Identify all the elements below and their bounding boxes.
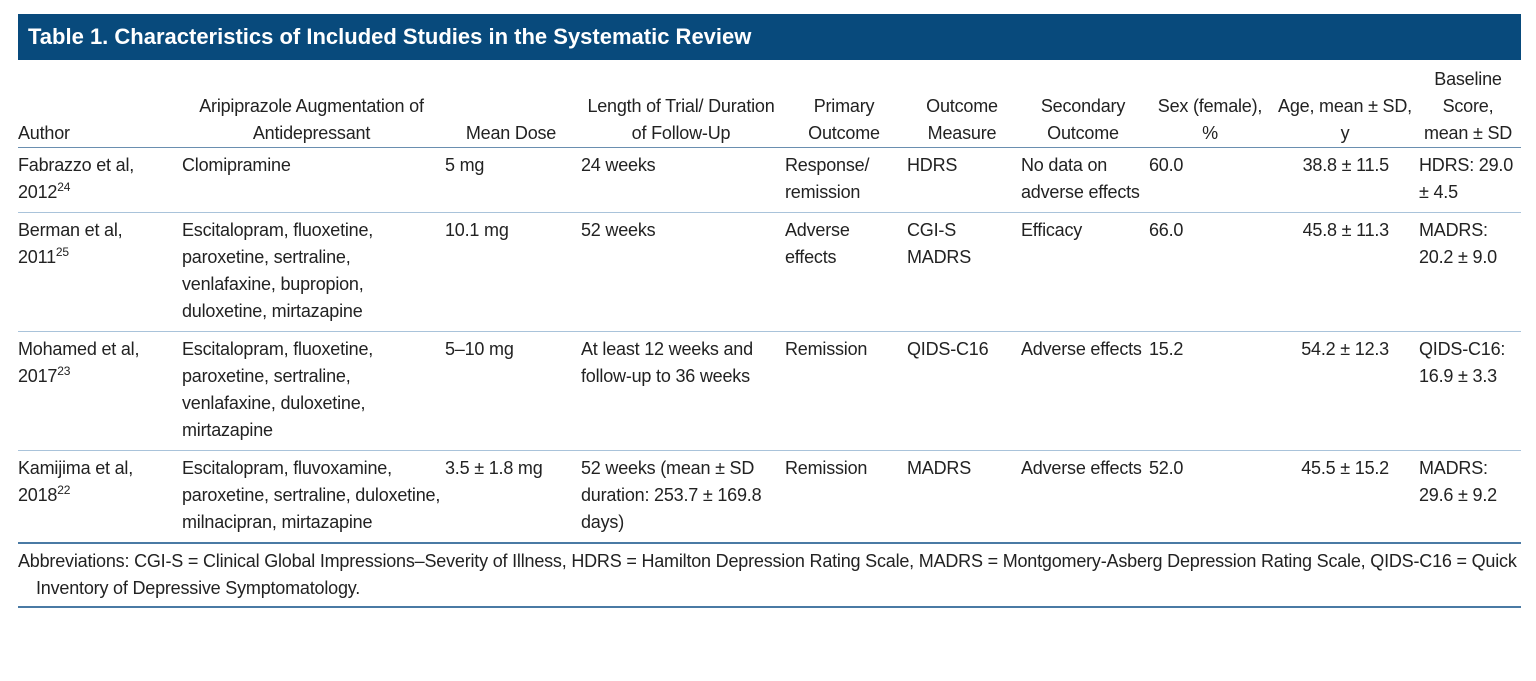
table-title: Table 1. Characteristics of Included Stu… — [18, 14, 1521, 60]
table-cell: 60.0 — [1149, 147, 1275, 213]
table-cell: Adverse effects — [785, 212, 907, 332]
table-cell: 45.5 ± 15.2 — [1275, 450, 1419, 544]
column-header: Mean Dose — [445, 60, 581, 148]
table-cell: 24 weeks — [581, 147, 785, 213]
table-cell: Escitalopram, fluoxetine, paroxetine, se… — [182, 212, 445, 332]
author-cell: Berman et al, 201125 — [18, 212, 182, 332]
author-cell: Fabrazzo et al, 201224 — [18, 147, 182, 213]
table-figure: Table 1. Characteristics of Included Stu… — [18, 14, 1521, 608]
table-cell: Remission — [785, 331, 907, 451]
table-row: Berman et al, 201125 Escitalopram, fluoxe… — [18, 212, 1521, 332]
table-cell: Escitalopram, fluvoxamine, paroxetine, s… — [182, 450, 445, 544]
reference-number: 25 — [55, 245, 69, 259]
table-row: Kamijima et al, 201822 Escitalopram, fluv… — [18, 450, 1521, 544]
table-cell: QIDS-C16: 16.9 ± 3.3 — [1419, 331, 1521, 451]
author-name: Fabrazzo et al, 2012 — [18, 155, 135, 202]
table-row: Mohamed et al, 201723 Escitalopram, fluox… — [18, 331, 1521, 451]
table-cell: 66.0 — [1149, 212, 1275, 332]
table-cell: Adverse effects — [1021, 331, 1149, 451]
table-cell: 54.2 ± 12.3 — [1275, 331, 1419, 451]
author-cell: Kamijima et al, 201822 — [18, 450, 182, 544]
header-row: Author Aripiprazole Augmentation of Antid… — [18, 60, 1521, 148]
table-cell: MADRS: 29.6 ± 9.2 — [1419, 450, 1521, 544]
table-row: Fabrazzo et al, 201224 Clomipramine 5 mg 24… — [18, 147, 1521, 213]
table-cell: HDRS: 29.0 ± 4.5 — [1419, 147, 1521, 213]
table-cell: Remission — [785, 450, 907, 544]
column-header: Age, mean ± SD, y — [1275, 60, 1419, 148]
table-cell: 3.5 ± 1.8 mg — [445, 450, 581, 544]
table: Author Aripiprazole Augmentation of Antid… — [18, 60, 1521, 544]
table-cell: HDRS — [907, 147, 1021, 213]
column-header: Length of Trial/ Duration of Follow-Up — [581, 60, 785, 148]
table-cell: Escitalopram, fluoxetine, paroxetine, se… — [182, 331, 445, 451]
table-cell: Response/ remission — [785, 147, 907, 213]
column-header: Baseline Score, mean ± SD — [1419, 60, 1521, 148]
table-body: Fabrazzo et al, 201224 Clomipramine 5 mg 24… — [18, 147, 1521, 544]
table-cell: 10.1 mg — [445, 212, 581, 332]
table-cell: 5 mg — [445, 147, 581, 213]
column-header: Sex (female), % — [1149, 60, 1275, 148]
column-header: Secondary Outcome — [1021, 60, 1149, 148]
column-header: Outcome Measure — [907, 60, 1021, 148]
author-cell: Mohamed et al, 201723 — [18, 331, 182, 451]
table-cell: 5–10 mg — [445, 331, 581, 451]
table-cell: At least 12 weeks and follow-up to 36 we… — [581, 331, 785, 451]
table-cell: Clomipramine — [182, 147, 445, 213]
reference-number: 22 — [57, 483, 71, 497]
table-cell: No data on adverse effects — [1021, 147, 1149, 213]
author-name: Kamijima et al, 2018 — [18, 458, 134, 505]
table-cell: MADRS — [907, 450, 1021, 544]
table-cell: MADRS: 20.2 ± 9.0 — [1419, 212, 1521, 332]
reference-number: 24 — [57, 180, 71, 194]
table-cell: 15.2 — [1149, 331, 1275, 451]
table-cell: CGI-S MADRS — [907, 212, 1021, 332]
table-cell: 52.0 — [1149, 450, 1275, 544]
author-name: Berman et al, 2011 — [18, 220, 123, 267]
table-cell: QIDS-C16 — [907, 331, 1021, 451]
author-name: Mohamed et al, 2017 — [18, 339, 140, 386]
table-cell: 45.8 ± 11.3 — [1275, 212, 1419, 332]
footnote: Abbreviations: CGI-S = Clinical Global I… — [18, 544, 1521, 608]
table-cell: 52 weeks (mean ± SD duration: 253.7 ± 16… — [581, 450, 785, 544]
table-cell: Efficacy — [1021, 212, 1149, 332]
column-header: Aripiprazole Augmentation of Antidepress… — [182, 60, 445, 148]
column-header: Primary Outcome — [785, 60, 907, 148]
column-header: Author — [18, 60, 182, 148]
table-cell: 38.8 ± 11.5 — [1275, 147, 1419, 213]
table-cell: 52 weeks — [581, 212, 785, 332]
table-cell: Adverse effects — [1021, 450, 1149, 544]
reference-number: 23 — [57, 364, 71, 378]
table-header: Author Aripiprazole Augmentation of Antid… — [18, 60, 1521, 148]
